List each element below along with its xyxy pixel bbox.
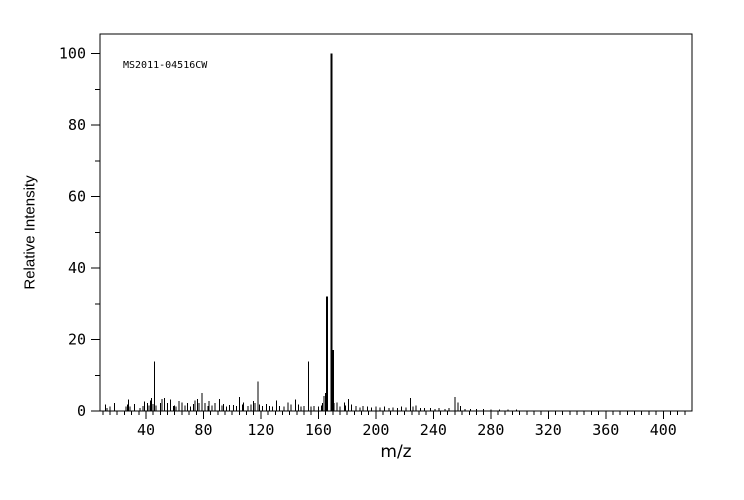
x-tick-label: 80 (194, 421, 212, 439)
x-tick-label: 400 (650, 421, 677, 439)
x-axis-title: m/z (380, 442, 412, 462)
y-axis-title: Relative Intensity (21, 175, 39, 290)
y-tick-label: 20 (68, 331, 86, 349)
x-tick-label: 240 (420, 421, 447, 439)
y-tick-label: 100 (59, 45, 86, 63)
x-tick-label: 160 (305, 421, 332, 439)
x-tick-label: 40 (137, 421, 155, 439)
spectrum-id-label: MS2011-04516CW (123, 60, 208, 71)
y-tick-label: 0 (77, 402, 86, 420)
x-tick-label: 360 (592, 421, 619, 439)
y-tick-label: 40 (68, 259, 86, 277)
y-tick-label: 60 (68, 188, 86, 206)
x-tick-label: 120 (247, 421, 274, 439)
y-tick-label: 80 (68, 116, 86, 134)
x-tick-label: 320 (535, 421, 562, 439)
x-tick-label: 200 (362, 421, 389, 439)
x-tick-label: 280 (477, 421, 504, 439)
plot-frame (99, 33, 693, 412)
